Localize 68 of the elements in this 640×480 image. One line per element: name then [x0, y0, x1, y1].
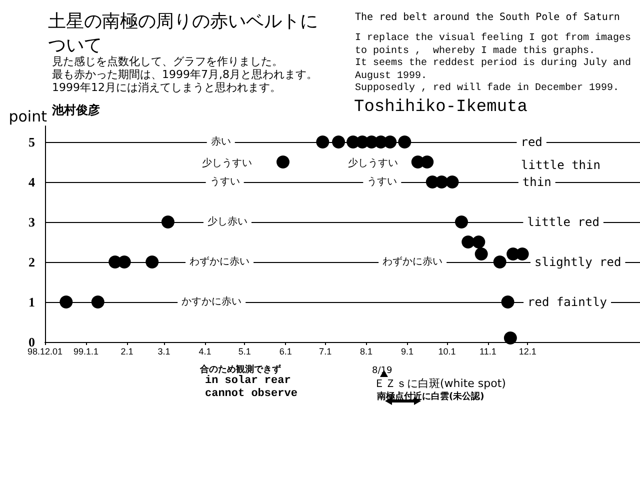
text: ＥＺｓに白斑(white spot) [374, 376, 506, 391]
point [474, 248, 488, 260]
text: 池村俊彦 [52, 102, 100, 119]
annotation: うすい [367, 176, 398, 188]
y-tick-label: 5 [28, 134, 36, 150]
y-tick-label: 2 [28, 254, 35, 270]
annotation: little thin [521, 158, 600, 172]
y-tick-label: 4 [28, 174, 36, 190]
x-tick-label: 7.1 [319, 346, 332, 356]
x-tick-label: 2.1 [120, 346, 134, 356]
text: 最も赤かった期間は、1999年7月,8月と思われます。 [52, 68, 318, 81]
x-tick-label: 12.1 [518, 346, 536, 356]
annotation: little red [527, 215, 600, 229]
chart-title: 土星の南極の周りの赤いベルトについて [48, 10, 319, 56]
point [501, 296, 514, 308]
x-tick-label: 5.1 [238, 346, 251, 356]
text: in solar rear [205, 375, 291, 387]
point [516, 248, 529, 260]
point [398, 136, 412, 148]
y-tick-label: 1 [28, 294, 35, 310]
x-tick-label: 8.1 [360, 346, 373, 356]
point [455, 216, 468, 228]
annotation: 赤い [210, 136, 231, 148]
point [384, 136, 397, 148]
annotation: 少し赤い [207, 216, 248, 228]
annotation: thin [522, 175, 552, 189]
text: I replace the visual feeling I got from images to points , whereby I made this graphs. It seems the reddest period is during July and August 1999. Supposedly , red will fade in December 1999. [355, 33, 632, 96]
point [504, 332, 517, 344]
point [161, 216, 174, 228]
x-tick-label: 10.1 [438, 346, 456, 356]
y-tick-label: 3 [28, 214, 36, 230]
annotation: うすい [210, 176, 240, 188]
point [435, 176, 448, 188]
annotation: 少しうすい [348, 156, 398, 170]
point [91, 296, 104, 308]
annotation: わずかに赤い [190, 256, 250, 268]
chart-subtitle: 見た感じを点数化して、グラフを作りました。 [52, 55, 283, 68]
text: The red belt around the South Pole of Saturn [355, 12, 620, 23]
y-tick-label: 0 [28, 334, 35, 350]
text: 合のため観測できず [200, 363, 281, 375]
point [493, 256, 506, 268]
point [60, 296, 73, 308]
x-tick-label: 9.1 [401, 346, 414, 356]
point [462, 236, 475, 248]
x-tick-label: 6.1 [279, 346, 292, 356]
text: cannot observe [205, 388, 298, 400]
annotation: 少しうすい [202, 156, 252, 170]
point [276, 156, 290, 168]
annotation: わずかに赤い [382, 256, 443, 268]
text: Toshihiko-Ikemuta [354, 98, 528, 117]
x-tick-label: 11.1 [480, 346, 496, 356]
x-tick-label: 99.1.1 [73, 346, 99, 356]
point [472, 236, 486, 248]
point [332, 136, 346, 148]
y-axis-title: point [8, 108, 48, 126]
point [146, 256, 159, 268]
x-tick-label: 98.12.01 [27, 346, 63, 356]
point [446, 176, 459, 188]
point [118, 256, 131, 268]
point [316, 136, 330, 148]
point [420, 156, 434, 168]
annotation: red faintly [528, 295, 608, 309]
annotation: slightly red [534, 255, 622, 269]
x-tick-label: 3.1 [158, 346, 170, 356]
x-tick-label: 4.1 [198, 346, 212, 356]
annotation: red [520, 135, 542, 149]
text: 1999年12月には消えてしまうと思われます。 [52, 81, 281, 94]
annotation: かすかに赤い [182, 296, 242, 308]
